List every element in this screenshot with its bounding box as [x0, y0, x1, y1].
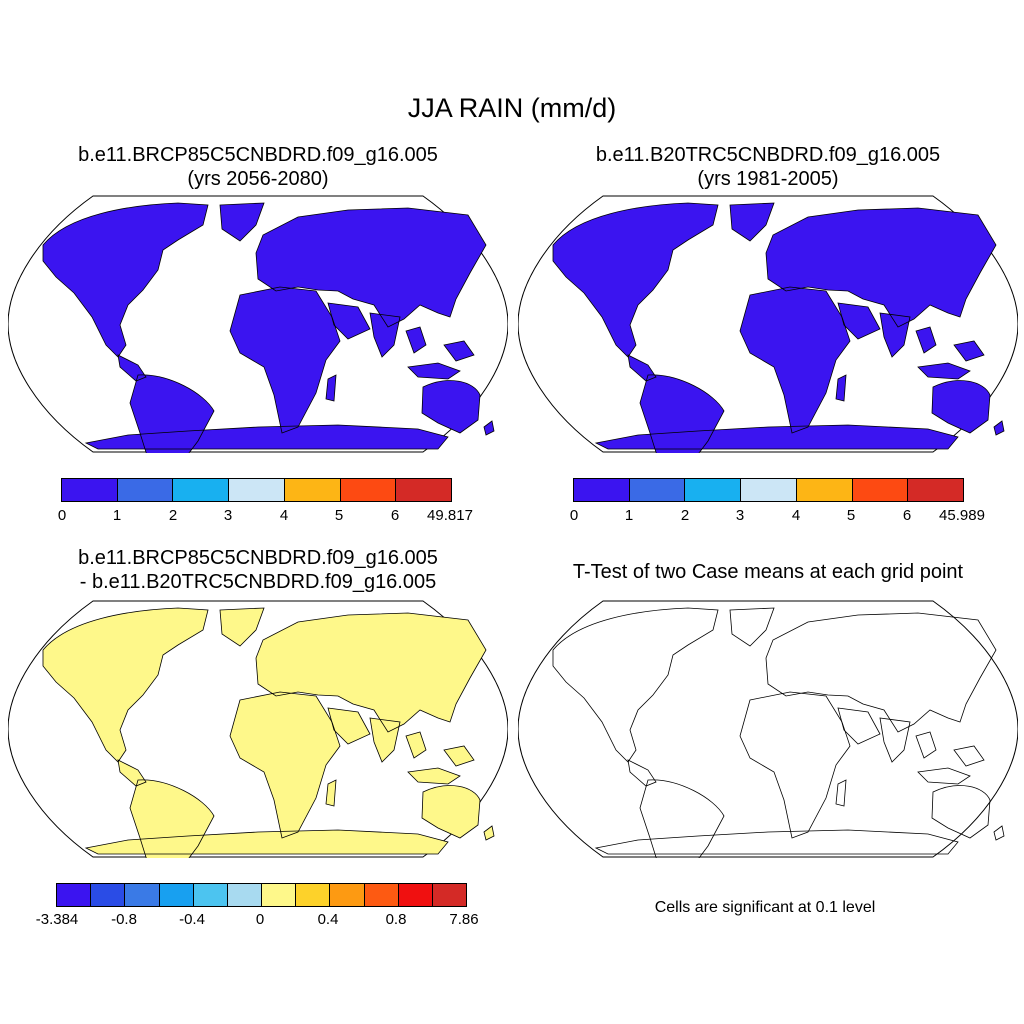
colorbar-swatch: [91, 884, 126, 906]
panel-title-difference-line2: - b.e11.B20TRC5CNBDRD.f09_g16.005: [79, 571, 437, 593]
map-historical-rain: [518, 195, 1018, 453]
colorbar-swatch: [796, 479, 853, 501]
colorbar-historical: [573, 478, 964, 502]
panel-title-historical: b.e11.B20TRC5CNBDRD.f09_g16.005 (yrs 198…: [518, 143, 1018, 191]
panel-title-future-years: (yrs 2056-2080): [187, 168, 329, 190]
colorbar-historical-label: 5: [846, 507, 856, 524]
panel-title-historical-years: (yrs 1981-2005): [697, 168, 839, 190]
colorbar-swatch: [574, 479, 630, 501]
colorbar-swatch: [741, 479, 797, 501]
map-future-rain: [8, 195, 508, 453]
colorbar-future: [61, 478, 452, 502]
colorbar-swatch: [262, 884, 297, 906]
panel-title-historical-case: b.e11.B20TRC5CNBDRD.f09_g16.005: [595, 144, 941, 166]
colorbar-swatch: [57, 884, 92, 906]
figure-title: JJA RAIN (mm/d): [407, 93, 617, 123]
colorbar-swatch: [284, 479, 341, 501]
colorbar-swatch: [193, 884, 228, 906]
colorbar-future-label: 6: [390, 507, 400, 524]
colorbar-swatch: [364, 884, 399, 906]
colorbar-swatch: [340, 479, 397, 501]
colorbar-future-label: 5: [334, 507, 344, 524]
colorbar-swatch: [173, 479, 230, 501]
panel-title-difference: b.e11.BRCP85C5CNBDRD.f09_g16.005 - b.e11…: [8, 546, 508, 594]
panel-title-ttest: T-Test of two Case means at each grid po…: [572, 561, 964, 583]
colorbar-historical-label: 6: [902, 507, 912, 524]
colorbar-difference-label: 0: [255, 911, 265, 928]
colorbar-difference-label: -0.8: [111, 911, 137, 928]
colorbar-swatch: [62, 479, 118, 501]
panel-title-future: b.e11.BRCP85C5CNBDRD.f09_g16.005 (yrs 20…: [8, 143, 508, 191]
colorbar-swatch: [296, 884, 331, 906]
colorbar-difference-label: 0.4: [317, 911, 339, 928]
colorbar-historical-label: 0: [569, 507, 579, 524]
colorbar-future-label: 49.817: [427, 507, 473, 524]
colorbar-swatch: [117, 479, 174, 501]
panel-title-difference-line1: b.e11.BRCP85C5CNBDRD.f09_g16.005: [78, 547, 438, 569]
colorbar-historical-label: 45.989: [939, 507, 985, 524]
significance-note: Cells are significant at 0.1 level: [654, 899, 876, 916]
colorbar-difference: [56, 883, 467, 907]
colorbar-difference-label: -0.4: [179, 911, 205, 928]
colorbar-swatch: [227, 884, 263, 906]
colorbar-future-label: 2: [168, 507, 178, 524]
colorbar-future-label: 4: [279, 507, 289, 524]
colorbar-historical-label: 3: [735, 507, 745, 524]
colorbar-difference-label: 7.86: [449, 911, 479, 928]
colorbar-difference-label: 0.8: [385, 911, 407, 928]
colorbar-swatch: [629, 479, 686, 501]
colorbar-historical-label: 2: [680, 507, 690, 524]
colorbar-swatch: [159, 884, 194, 906]
colorbar-swatch: [396, 479, 452, 501]
colorbar-historical-label: 4: [791, 507, 801, 524]
colorbar-difference-label: -3.384: [35, 911, 79, 928]
map-ttest-significance: [518, 600, 1018, 858]
colorbar-swatch: [685, 479, 742, 501]
colorbar-historical-label: 1: [624, 507, 634, 524]
colorbar-swatch: [852, 479, 909, 501]
colorbar-future-label: 1: [112, 507, 122, 524]
colorbar-swatch: [432, 884, 467, 906]
colorbar-swatch: [125, 884, 160, 906]
colorbar-future-label: 3: [223, 507, 233, 524]
panel-title-future-case: b.e11.BRCP85C5CNBDRD.f09_g16.005: [78, 144, 438, 166]
colorbar-swatch: [330, 884, 365, 906]
map-rain-difference: [8, 600, 508, 858]
colorbar-swatch: [398, 884, 433, 906]
colorbar-swatch: [229, 479, 285, 501]
colorbar-future-label: 0: [57, 507, 67, 524]
colorbar-swatch: [908, 479, 964, 501]
